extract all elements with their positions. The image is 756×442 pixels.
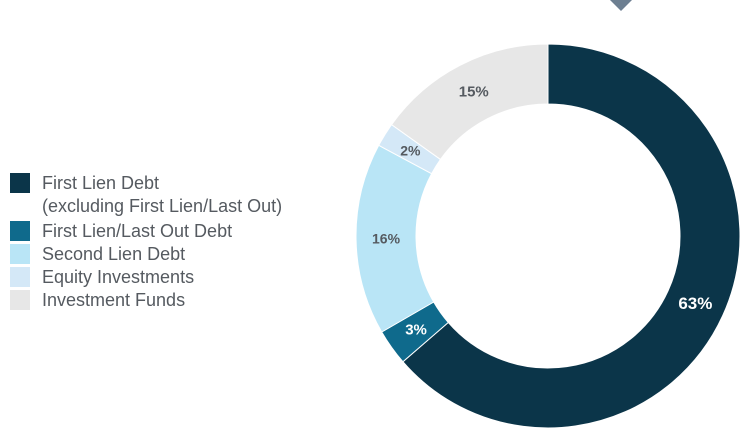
legend-label: Investment Funds bbox=[42, 290, 186, 310]
legend-label: Equity Investments bbox=[42, 267, 195, 287]
slice-value-label: 3% bbox=[405, 321, 427, 338]
slice-value-label: 63% bbox=[678, 294, 712, 313]
legend-item-second-lien: Second Lien Debt bbox=[10, 243, 282, 266]
legend-label: First Lien Debt bbox=[42, 173, 160, 193]
slice-value-label: 2% bbox=[400, 143, 421, 159]
slice-first-lien bbox=[402, 43, 741, 429]
legend-item-equity: Equity Investments bbox=[10, 266, 282, 289]
slice-labels: 63% 3% 16% 2% 15% bbox=[372, 84, 712, 339]
legend-item-investment-funds: Investment Funds bbox=[10, 289, 282, 312]
legend-swatch bbox=[10, 267, 30, 287]
legend-label: First Lien/Last Out Debt bbox=[42, 221, 233, 241]
legend-swatch bbox=[10, 173, 30, 193]
legend-swatch bbox=[10, 244, 30, 264]
top-marker-triangle bbox=[610, 0, 632, 11]
legend-item-first-lien: First Lien Debt bbox=[10, 172, 282, 195]
slice-value-label: 16% bbox=[372, 231, 401, 247]
legend-label: Second Lien Debt bbox=[42, 244, 186, 264]
donut-slices bbox=[355, 43, 741, 429]
slice-investment-funds bbox=[390, 43, 549, 161]
legend-label-sub: (excluding First Lien/Last Out) bbox=[42, 196, 283, 216]
legend: First Lien Debt (excluding First Lien/La… bbox=[10, 172, 282, 312]
legend-swatch bbox=[10, 221, 30, 241]
slice-value-label: 15% bbox=[459, 84, 489, 101]
legend-item-first-lien-last-out: First Lien/Last Out Debt bbox=[10, 220, 282, 243]
legend-swatch bbox=[10, 290, 30, 310]
